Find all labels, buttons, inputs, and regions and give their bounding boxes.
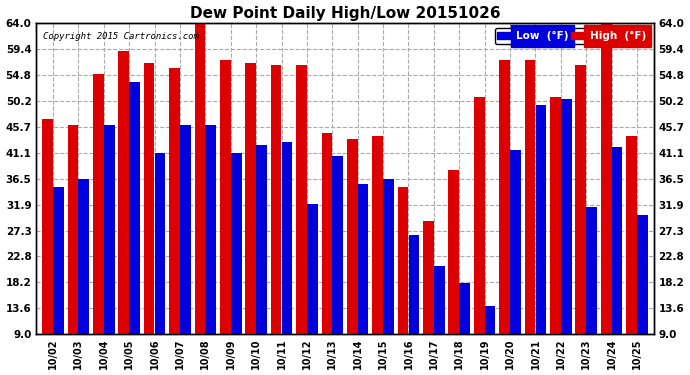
Bar [627,136,637,375]
Bar [282,142,293,375]
Bar [206,125,216,375]
Bar [601,23,611,375]
Bar [246,63,256,375]
Text: Copyright 2015 Cartronics.com: Copyright 2015 Cartronics.com [43,32,199,41]
Bar [155,153,166,375]
Bar [118,51,129,375]
Bar [485,306,495,375]
Bar [195,23,205,375]
Bar [460,283,470,375]
Title: Dew Point Daily High/Low 20151026: Dew Point Daily High/Low 20151026 [190,6,500,21]
Bar [256,145,267,375]
Bar [510,150,521,375]
Bar [169,68,180,375]
Bar [524,60,535,375]
Bar [231,153,241,375]
Bar [408,235,420,375]
Bar [448,170,459,375]
Bar [68,125,78,375]
Bar [423,221,434,375]
Bar [180,125,190,375]
Bar [42,119,53,375]
Bar [270,66,282,375]
Bar [550,97,561,375]
Bar [397,187,408,375]
Bar [373,136,383,375]
Bar [93,74,104,375]
Bar [333,156,343,375]
Bar [637,215,648,375]
Bar [612,147,622,375]
Bar [358,184,368,375]
Bar [561,99,572,375]
Bar [500,60,510,375]
Bar [434,266,444,375]
Bar [575,66,586,375]
Bar [79,178,89,375]
Bar [220,60,230,375]
Bar [322,134,332,375]
Bar [383,178,394,375]
Bar [129,82,140,375]
Legend: Low  (°F), High  (°F): Low (°F), High (°F) [495,28,649,44]
Bar [144,63,155,375]
Bar [53,187,63,375]
Bar [307,204,317,375]
Bar [474,97,484,375]
Bar [296,66,307,375]
Bar [535,105,546,375]
Bar [586,207,597,375]
Bar [347,139,357,375]
Bar [104,125,115,375]
